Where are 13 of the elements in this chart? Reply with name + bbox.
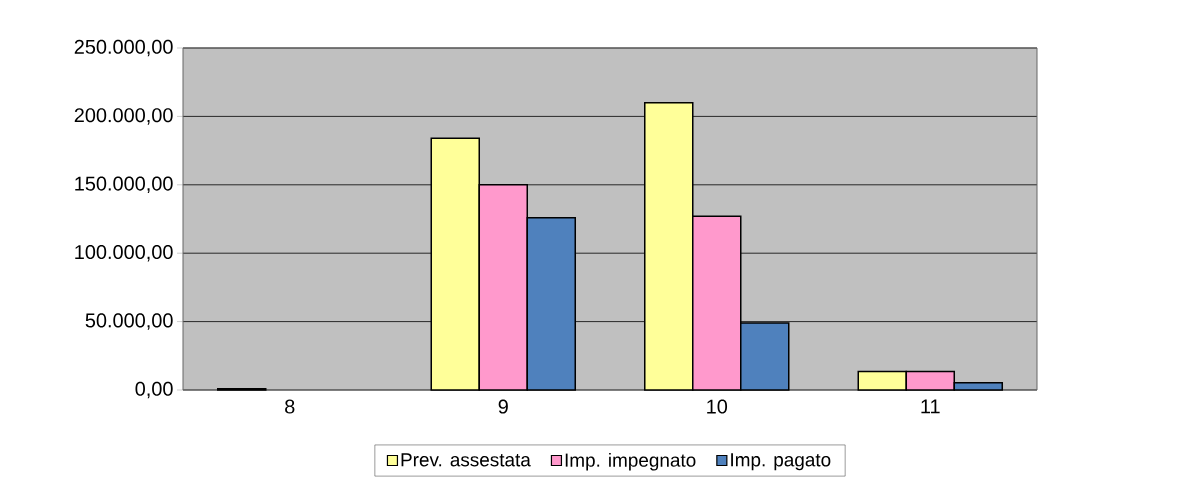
legend-label: Prev. assestata xyxy=(401,453,531,467)
y-tick-label: 150.000,00 xyxy=(75,176,173,194)
x-tick-label: 8 xyxy=(285,399,295,414)
y-tick-label: 0,00 xyxy=(135,381,173,399)
y-tick-label: 100.000,00 xyxy=(75,244,173,262)
y-tick-label: 250.000,00 xyxy=(74,39,173,57)
x-tick-label: 9 xyxy=(498,399,508,414)
legend-label: Imp. impegnato xyxy=(565,452,696,471)
legend-label: Imp. pagato xyxy=(731,453,831,471)
x-tick-label: 11 xyxy=(921,399,940,414)
y-tick-label: 50.000,00 xyxy=(85,313,173,330)
y-tick-label: 200.000,00 xyxy=(74,108,173,125)
x-tick-label: 10 xyxy=(707,399,728,414)
